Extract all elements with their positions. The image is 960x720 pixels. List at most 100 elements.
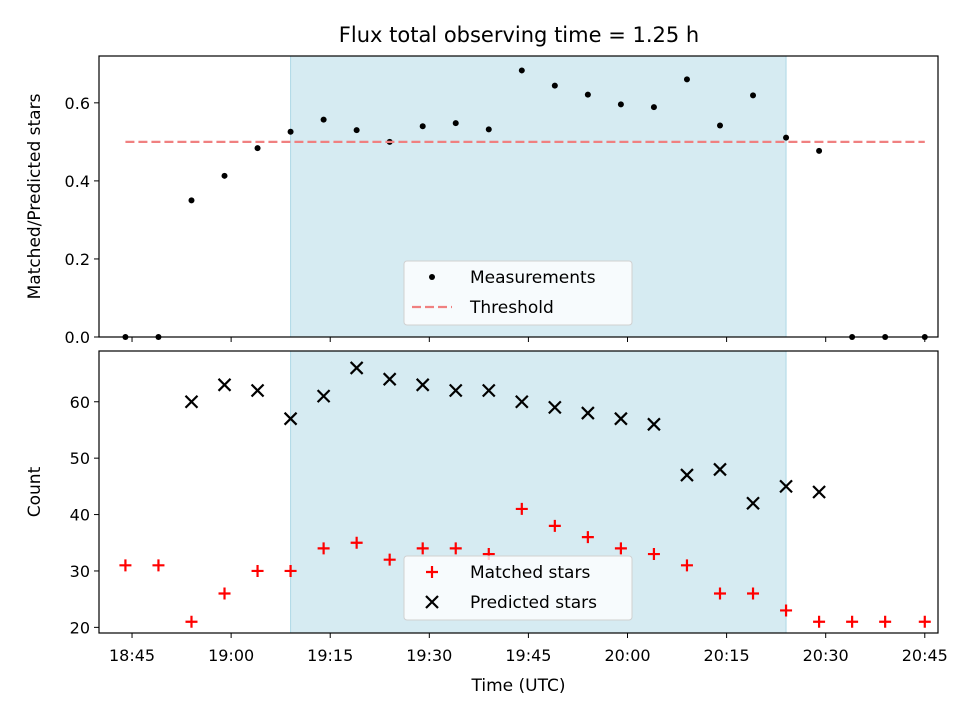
legend-swatch [429, 274, 435, 280]
data-point [614, 411, 628, 426]
y-tick-label: 0.2 [65, 250, 90, 269]
data-point [680, 468, 694, 482]
data-point [353, 127, 360, 134]
legend: Measurements Threshold [403, 260, 633, 326]
data-point [185, 615, 198, 628]
data-point [879, 615, 892, 628]
data-point [287, 128, 294, 135]
data-point [419, 123, 426, 130]
data-point [779, 479, 793, 494]
x-tick-label: 19:00 [208, 646, 254, 665]
data-point [551, 82, 558, 89]
legend-swatch [426, 566, 438, 578]
data-point [415, 378, 430, 392]
data-point [548, 519, 561, 532]
data-point [647, 548, 660, 561]
legend-label: Matched stars [470, 563, 590, 583]
y-axis-label: Count [25, 466, 45, 517]
legend-box [403, 260, 633, 326]
x-tick-label: 19:15 [307, 646, 353, 665]
data-point [614, 542, 627, 555]
x-tick-label: 19:45 [505, 646, 551, 665]
data-point [316, 389, 331, 403]
data-point [918, 615, 931, 628]
data-point [452, 120, 459, 127]
x-tick-label: 20:00 [604, 646, 650, 665]
axes-frame [98, 55, 939, 338]
data-point [783, 134, 790, 141]
data-point [683, 76, 690, 83]
data-point [317, 542, 330, 555]
data-point [251, 564, 264, 577]
data-point [485, 126, 492, 133]
data-point [449, 542, 462, 555]
data-point [184, 394, 199, 409]
chart-title: Flux total observing time = 1.25 h [339, 23, 699, 47]
data-point [518, 67, 525, 74]
y-tick-label: 60 [70, 393, 90, 412]
data-point [813, 615, 826, 628]
panel-ratio: 0.0 0.2 0.4 0.6 Matched/Predicted stars Measu… [25, 55, 939, 347]
data-point [188, 197, 195, 204]
y-tick-label: 30 [70, 562, 90, 581]
data-point [221, 172, 228, 179]
x-tick-label: 20:15 [704, 646, 750, 665]
data-point [119, 559, 132, 572]
data-point [746, 496, 760, 511]
data-point [416, 542, 429, 555]
legend-label: Predicted stars [470, 593, 597, 613]
panel-counts: 20 30 40 50 60 18:45 19:00 19:15 19:30 19:45 20:00… [25, 350, 948, 696]
y-tick-label: 0.6 [65, 94, 90, 113]
data-point [581, 531, 594, 544]
data-point [218, 587, 231, 600]
x-tick-label: 18:45 [109, 646, 155, 665]
data-point [816, 147, 823, 154]
legend-label: Measurements [470, 268, 596, 288]
data-point [320, 116, 327, 123]
x-tick-label: 20:30 [803, 646, 849, 665]
data-point [617, 101, 624, 108]
data-point [750, 92, 757, 99]
x-tick-label: 19:30 [406, 646, 452, 665]
legend-label: Threshold [469, 298, 554, 318]
data-point [584, 91, 591, 98]
data-point [254, 145, 261, 152]
data-point [716, 122, 723, 129]
data-point [650, 104, 657, 111]
data-point [350, 536, 363, 549]
data-point [713, 462, 727, 477]
x-tick-label: 20:45 [902, 646, 948, 665]
data-point [217, 378, 232, 392]
data-point [481, 383, 496, 398]
data-point [846, 615, 859, 628]
data-point [349, 361, 364, 375]
y-tick-label: 20 [70, 618, 90, 637]
y-tick-label: 0.4 [65, 172, 90, 191]
data-point [812, 485, 826, 499]
data-point [152, 559, 165, 572]
data-point [250, 383, 265, 398]
data-point [780, 604, 793, 617]
data-point [515, 502, 528, 515]
data-point [382, 372, 397, 386]
data-point [581, 406, 595, 420]
y-axis-label: Matched/Predicted stars [25, 93, 45, 299]
x-axis-label: Time (UTC) [471, 676, 566, 696]
y-tick-label: 40 [70, 506, 90, 525]
data-point [448, 383, 463, 398]
legend: Matched stars Predicted stars [403, 555, 633, 621]
legend-box [403, 555, 633, 621]
y-tick-label: 50 [70, 449, 90, 468]
data-point [383, 553, 396, 566]
data-point [713, 587, 726, 600]
data-point [284, 564, 297, 577]
data-point [680, 559, 693, 572]
data-point [515, 394, 529, 409]
legend-swatch [425, 595, 439, 609]
y-tick-label: 0.0 [65, 328, 90, 347]
data-point [647, 417, 661, 432]
data-point [283, 411, 298, 426]
data-point [747, 587, 760, 600]
axes-frame [98, 350, 939, 634]
